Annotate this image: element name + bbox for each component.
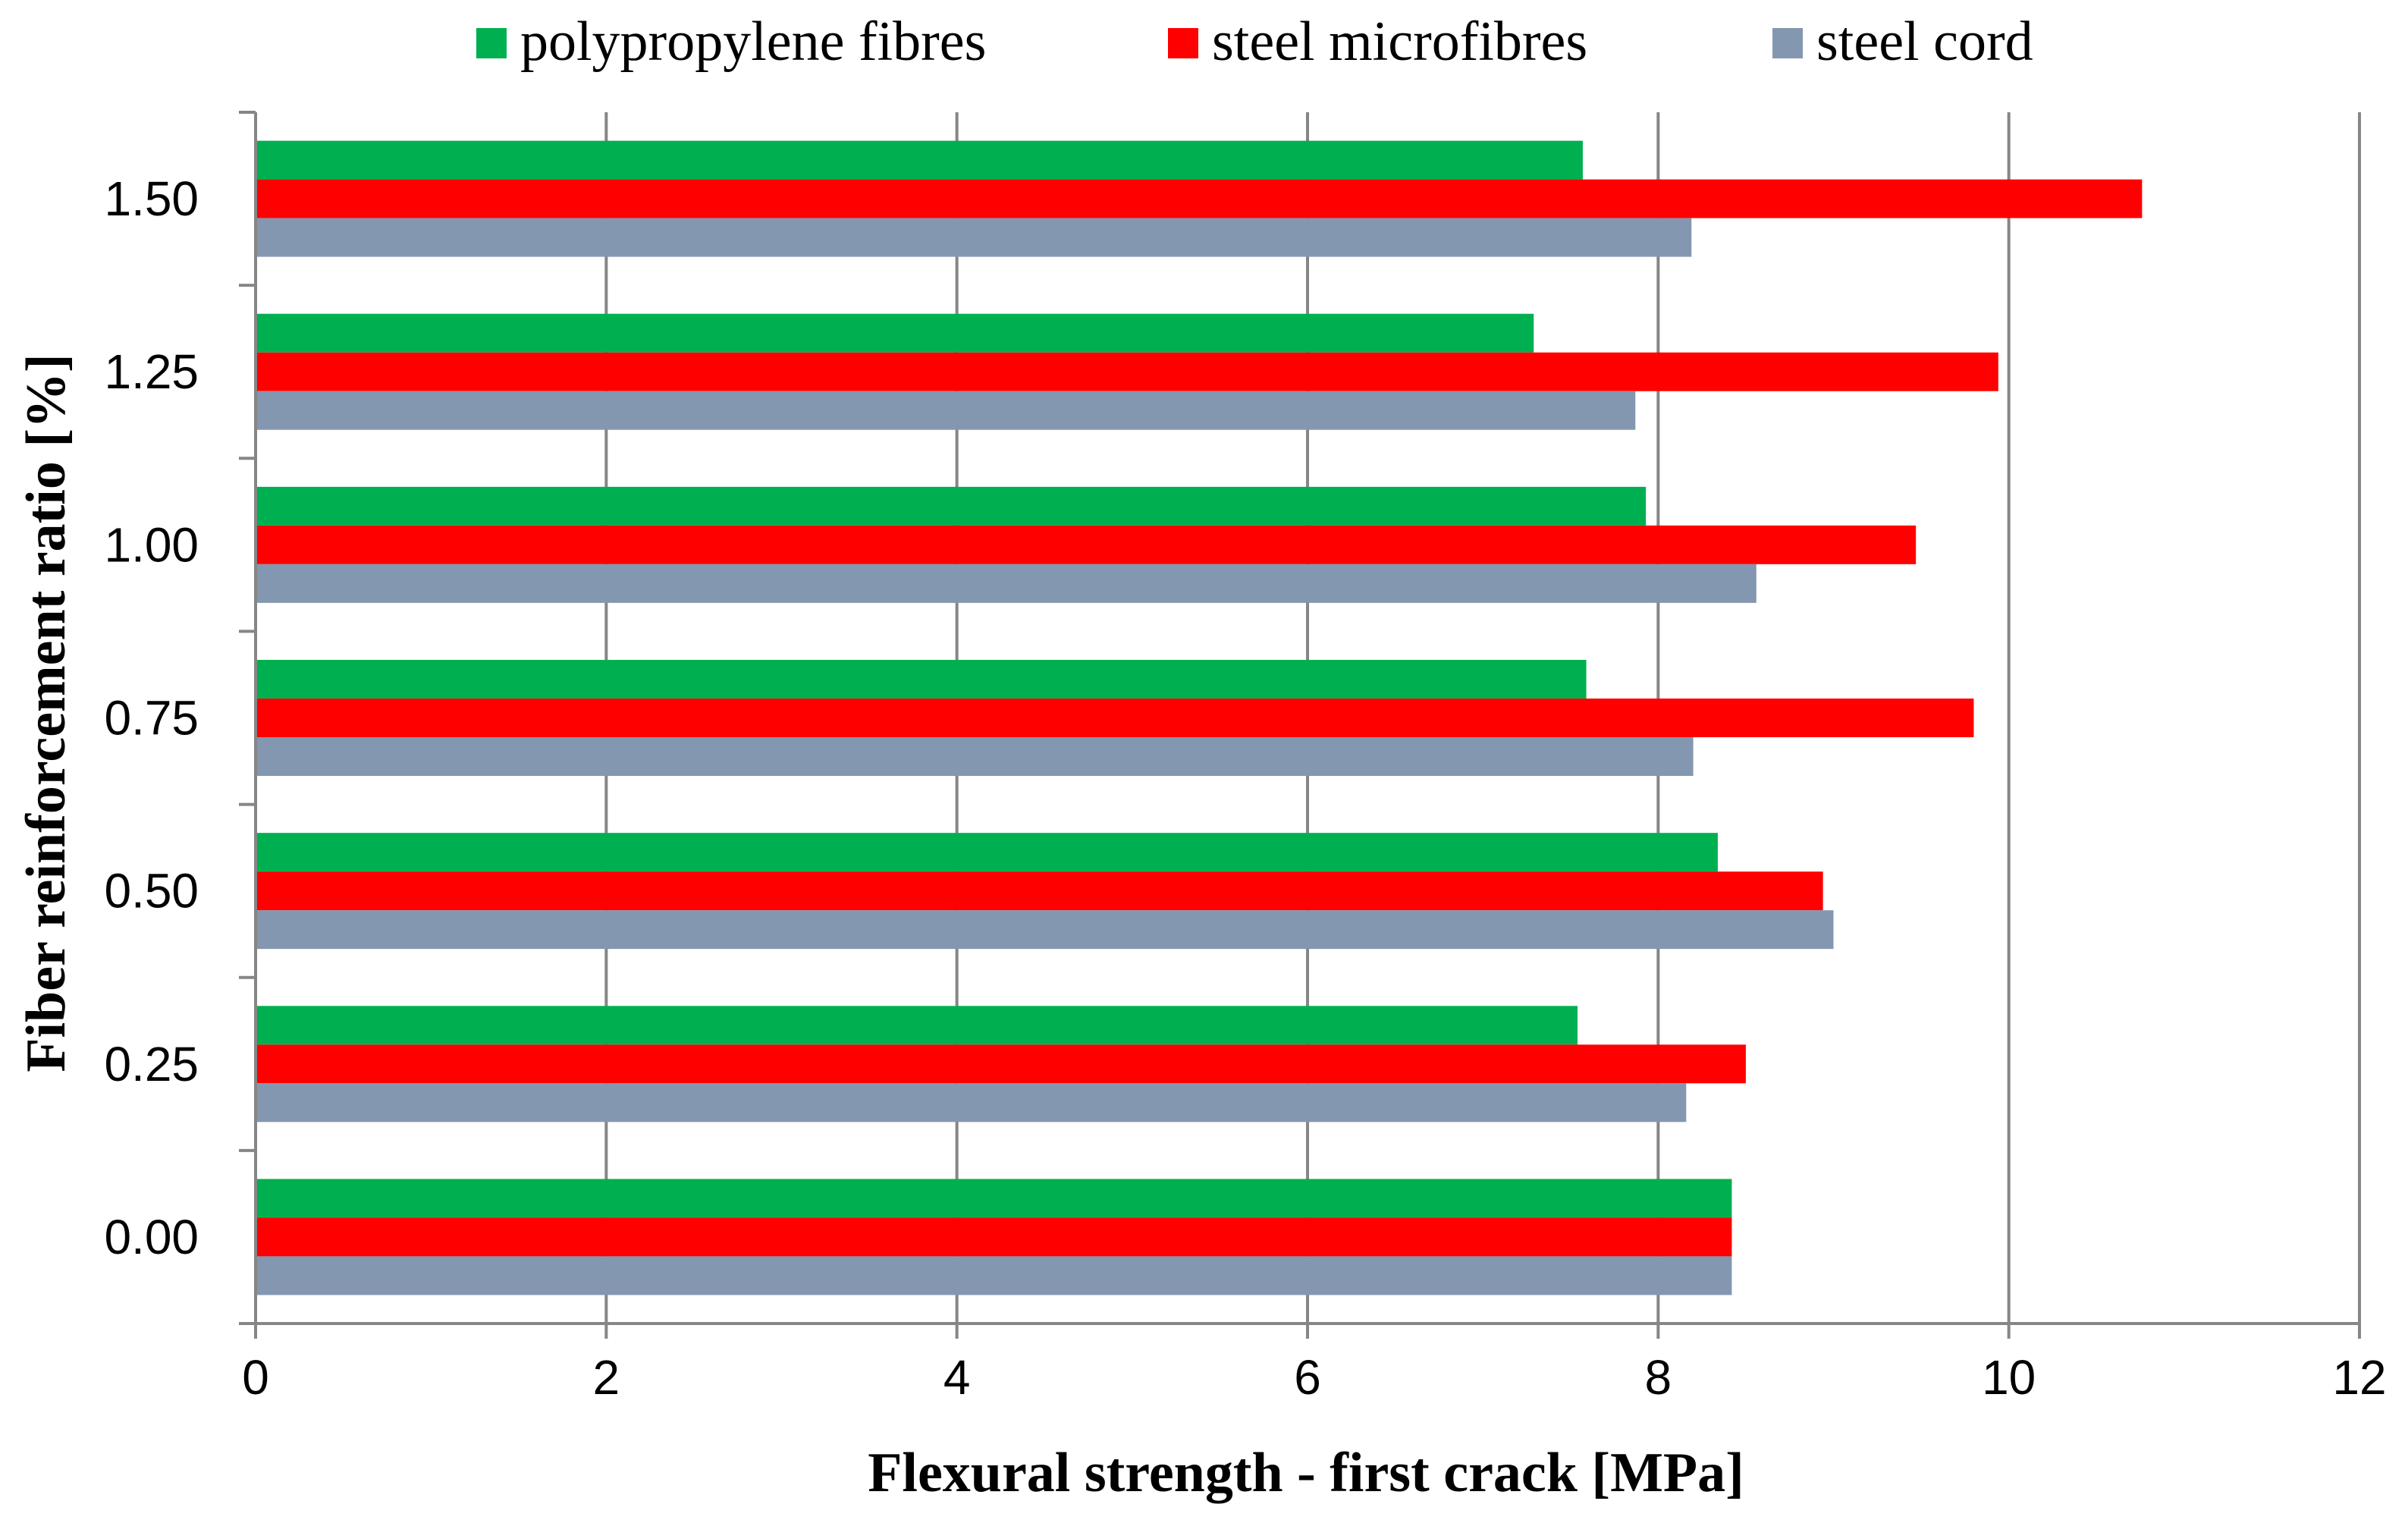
y-axis-title: Fiber reinforcement ratio [%]: [15, 353, 77, 1072]
legend-label-polypropylene-fibres: polypropylene fibres: [520, 11, 986, 73]
y-tick-label-1.00: 1.00: [104, 517, 199, 572]
x-tick-label-12: 12: [2332, 1350, 2386, 1405]
x-tick-label-2: 2: [593, 1350, 620, 1405]
axes: [239, 111, 2361, 1339]
bar-polypropylene-fibres-1.00: [256, 486, 1647, 526]
bar-steel-cord-0.25: [256, 1083, 1687, 1123]
x-tick-labels: 0 2 4 6 8 10 12: [242, 1350, 2386, 1405]
bar-steel-cord-1.50: [256, 218, 1692, 257]
bars: [256, 140, 2143, 1295]
bar-polypropylene-fibres-1.50: [256, 140, 1583, 180]
bar-polypropylene-fibres-0.25: [256, 1006, 1578, 1045]
y-tick-label-0.75: 0.75: [104, 691, 199, 746]
legend-swatch-steel-microfibres: [1168, 28, 1198, 58]
bar-steel-microfibres-1.50: [256, 179, 2143, 218]
y-tick-label-0.00: 0.00: [104, 1210, 199, 1264]
legend-swatch-polypropylene-fibres: [476, 28, 507, 58]
bar-steel-cord-0.75: [256, 737, 1694, 776]
x-tick-label-10: 10: [1982, 1350, 2036, 1405]
y-tick-labels: 0.00 0.25 0.50 0.75 1.00 1.25 1.50: [104, 171, 199, 1264]
y-tick-label-1.50: 1.50: [104, 171, 199, 226]
bar-steel-microfibres-0.25: [256, 1044, 1746, 1084]
x-tick-label-6: 6: [1294, 1350, 1321, 1405]
bar-polypropylene-fibres-0.50: [256, 833, 1718, 872]
y-tick-label-0.25: 0.25: [104, 1037, 199, 1091]
y-tick-label-1.25: 1.25: [104, 344, 199, 399]
bar-steel-microfibres-1.25: [256, 352, 1998, 391]
bar-polypropylene-fibres-0.75: [256, 660, 1587, 699]
bar-steel-cord-0.50: [256, 910, 1834, 950]
bar-steel-microfibres-1.00: [256, 525, 1917, 564]
bar-steel-microfibres-0.50: [256, 871, 1823, 911]
bar-polypropylene-fibres-1.25: [256, 313, 1534, 353]
bar-steel-microfibres-0.00: [256, 1217, 1732, 1257]
x-tick-label-0: 0: [242, 1350, 269, 1405]
bar-steel-cord-1.25: [256, 391, 1636, 430]
legend-swatch-steel-cord: [1772, 28, 1803, 58]
x-tick-label-8: 8: [1645, 1350, 1672, 1405]
bar-steel-microfibres-0.75: [256, 699, 1974, 737]
bar-polypropylene-fibres-0.00: [256, 1179, 1732, 1218]
legend-label-steel-cord: steel cord: [1816, 11, 2033, 73]
legend: polypropylene fibres steel microfibres ste…: [476, 11, 2033, 73]
bar-steel-cord-0.00: [256, 1256, 1732, 1295]
x-axis-title: Flexural strength - first crack [MPa]: [868, 1442, 1744, 1504]
bar-steel-cord-1.00: [256, 564, 1757, 603]
y-tick-label-0.50: 0.50: [104, 864, 199, 919]
legend-label-steel-microfibres: steel microfibres: [1212, 11, 1587, 73]
x-tick-label-4: 4: [943, 1350, 971, 1405]
